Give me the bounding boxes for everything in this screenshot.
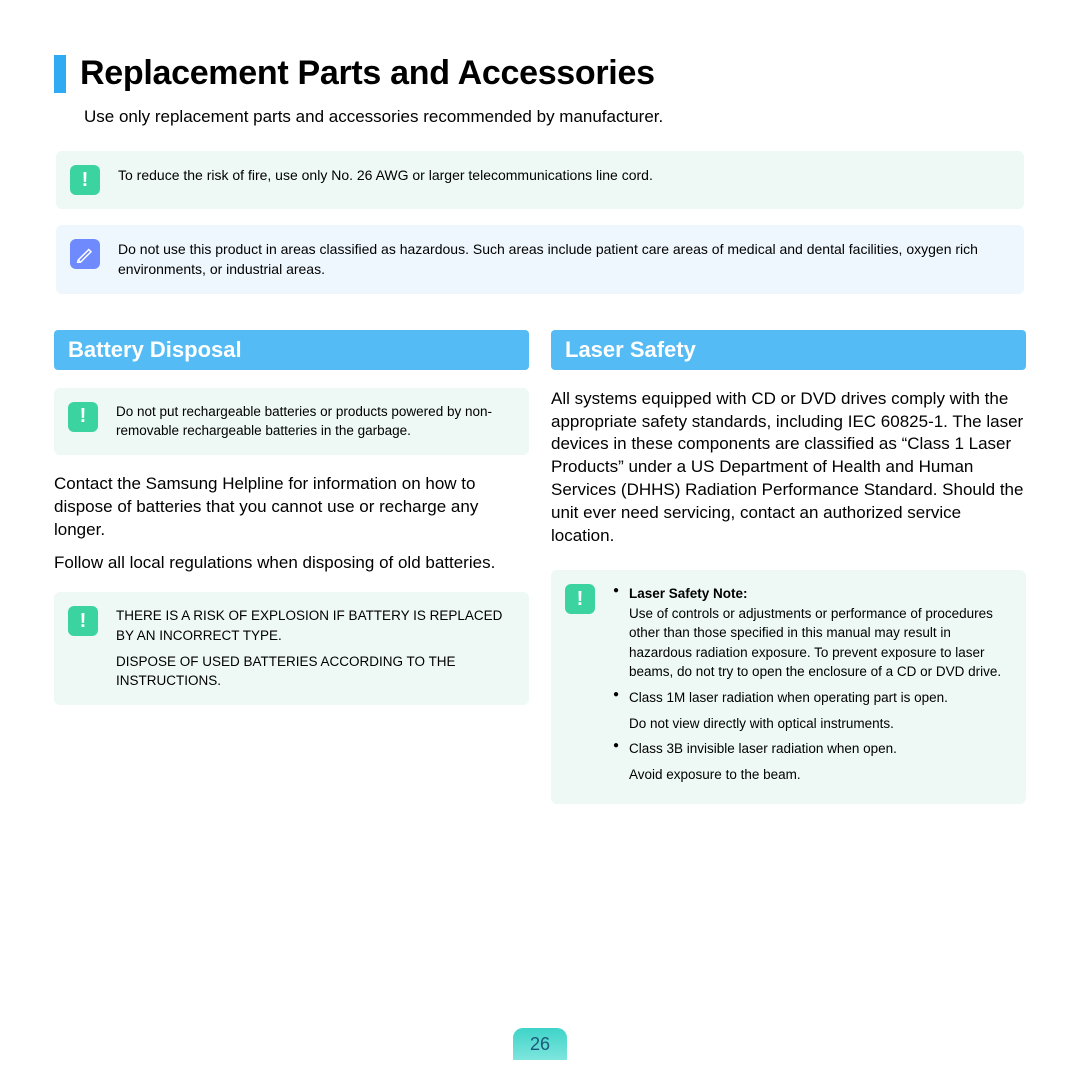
callout-text: Laser Safety Note: Use of controls or ad…	[613, 584, 1008, 790]
intro-text: Use only replacement parts and accessori…	[84, 107, 1026, 127]
callout-text: To reduce the risk of fire, use only No.…	[118, 165, 653, 185]
list-item: Laser Safety Note: Use of controls or ad…	[613, 584, 1008, 682]
section-header-battery: Battery Disposal	[54, 330, 529, 370]
warning-icon: !	[68, 402, 98, 432]
laser-note-list: Class 3B invisible laser radiation when …	[613, 739, 1008, 759]
section-header-laser: Laser Safety	[551, 330, 1026, 370]
title-row: Replacement Parts and Accessories	[54, 54, 1026, 93]
document-page: Replacement Parts and Accessories Use on…	[0, 0, 1080, 1080]
callout-battery-garbage: ! Do not put rechargeable batteries or p…	[54, 388, 529, 455]
page-number: 26	[530, 1034, 550, 1055]
accent-bar	[54, 55, 66, 93]
callout-text: THERE IS A RISK OF EXPLOSION IF BATTERY …	[116, 606, 511, 690]
callout-line: THERE IS A RISK OF EXPLOSION IF BATTERY …	[116, 606, 511, 645]
callout-line-cord: ! To reduce the risk of fire, use only N…	[56, 151, 1024, 209]
callout-battery-explosion: ! THERE IS A RISK OF EXPLOSION IF BATTER…	[54, 592, 529, 704]
warning-icon: !	[68, 606, 98, 636]
body-paragraph: Follow all local regulations when dispos…	[54, 552, 529, 575]
page-number-badge: 26	[513, 1028, 567, 1060]
laser-note-title: Laser Safety Note:	[629, 586, 748, 601]
list-item-text: Use of controls or adjustments or perfor…	[629, 606, 1001, 680]
laser-note-list: Laser Safety Note: Use of controls or ad…	[613, 584, 1008, 707]
callout-laser-safety-note: ! Laser Safety Note: Use of controls or …	[551, 570, 1026, 804]
callout-line: DISPOSE OF USED BATTERIES ACCORDING TO T…	[116, 652, 511, 691]
body-paragraph: All systems equipped with CD or DVD driv…	[551, 388, 1026, 549]
list-item: Class 3B invisible laser radiation when …	[613, 739, 1008, 759]
callout-text: Do not use this product in areas classif…	[118, 239, 1006, 280]
warning-icon: !	[70, 165, 100, 195]
list-subtext: Do not view directly with optical instru…	[629, 714, 1008, 734]
callout-text: Do not put rechargeable batteries or pro…	[116, 402, 511, 441]
two-column-layout: Battery Disposal ! Do not put rechargeab…	[54, 330, 1026, 823]
warning-icon: !	[565, 584, 595, 614]
callout-hazardous-areas: Do not use this product in areas classif…	[56, 225, 1024, 294]
body-paragraph: Contact the Samsung Helpline for informa…	[54, 473, 529, 542]
page-title: Replacement Parts and Accessories	[80, 54, 655, 93]
list-item: Class 1M laser radiation when operating …	[613, 688, 1008, 708]
column-laser-safety: Laser Safety All systems equipped with C…	[551, 330, 1026, 823]
list-subtext: Avoid exposure to the beam.	[629, 765, 1008, 785]
column-battery-disposal: Battery Disposal ! Do not put rechargeab…	[54, 330, 529, 823]
note-icon	[70, 239, 100, 269]
